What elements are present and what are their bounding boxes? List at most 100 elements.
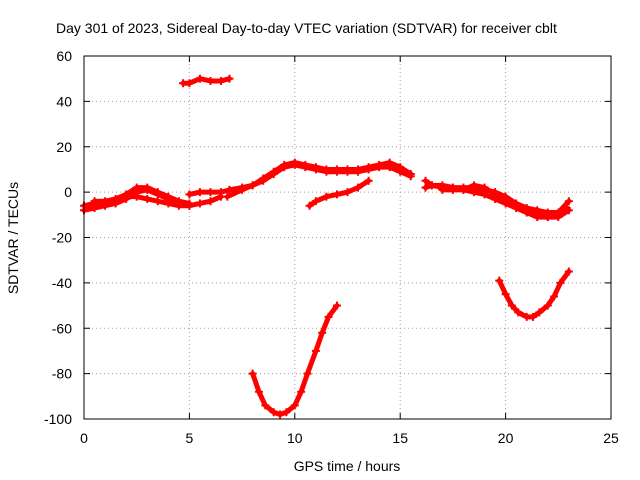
data-point xyxy=(324,312,333,321)
data-point xyxy=(318,328,327,337)
data-point xyxy=(195,199,204,208)
data-point xyxy=(153,188,162,197)
data-point xyxy=(459,185,468,194)
data-point xyxy=(554,210,563,219)
data-point xyxy=(522,208,531,217)
data-point xyxy=(185,79,194,88)
data-point xyxy=(375,160,384,169)
y-tick-label: -60 xyxy=(52,320,72,336)
data-point xyxy=(495,276,504,285)
data-point xyxy=(354,183,363,192)
data-point xyxy=(303,369,312,378)
data-point xyxy=(354,165,363,174)
data-point xyxy=(322,165,331,174)
data-point xyxy=(427,181,436,190)
data-point xyxy=(332,301,341,310)
data-point xyxy=(385,158,394,167)
x-axis-label: GPS time / hours xyxy=(294,458,401,474)
data-point xyxy=(514,308,523,317)
data-point xyxy=(185,199,194,208)
plot-frame xyxy=(83,55,612,420)
data-point xyxy=(206,76,215,85)
y-tick-label: 20 xyxy=(56,139,72,155)
data-point xyxy=(290,158,299,167)
x-tick-label: 0 xyxy=(80,430,88,446)
chart-title: Day 301 of 2023, Sidereal Day-to-day VTE… xyxy=(56,20,557,36)
data-point xyxy=(195,188,204,197)
tick-layer: 0 5 10 15 20 25 -100 -80 -60 -40 -20 0 20 40 60 xyxy=(44,48,619,446)
data-point xyxy=(297,387,306,396)
data-point xyxy=(480,190,489,199)
x-tick-label: 15 xyxy=(392,430,408,446)
data-point xyxy=(507,301,516,310)
data-point xyxy=(480,183,489,192)
data-point xyxy=(529,312,538,321)
y-tick-label: 0 xyxy=(64,184,72,200)
data-point xyxy=(533,213,542,222)
data-point xyxy=(122,190,131,199)
data-point xyxy=(448,185,457,194)
data-point xyxy=(469,181,478,190)
data-point xyxy=(101,197,110,206)
data-point xyxy=(225,74,234,83)
data-point xyxy=(261,401,270,410)
data-point xyxy=(90,197,99,206)
y-tick-label: -20 xyxy=(52,230,72,246)
data-point xyxy=(248,181,257,190)
data-point xyxy=(343,188,352,197)
data-point xyxy=(364,163,373,172)
data-point xyxy=(217,188,226,197)
x-tick-label: 5 xyxy=(186,430,194,446)
data-point xyxy=(90,204,99,213)
data-point xyxy=(535,308,544,317)
y-tick-label: -40 xyxy=(52,275,72,291)
data-point xyxy=(217,76,226,85)
data-point xyxy=(564,197,573,206)
data-point xyxy=(111,194,120,203)
data-point xyxy=(174,197,183,206)
data-point xyxy=(564,267,573,276)
data-point xyxy=(269,167,278,176)
data-point xyxy=(501,290,510,299)
data-point xyxy=(259,174,268,183)
data-point xyxy=(406,169,415,178)
data-point xyxy=(543,213,552,222)
data-point xyxy=(311,197,320,206)
series-line-arc-3 xyxy=(92,185,192,206)
y-tick-label: 40 xyxy=(56,93,72,109)
data-point xyxy=(311,163,320,172)
data-point xyxy=(322,192,331,201)
data-point xyxy=(248,369,257,378)
data-point xyxy=(343,165,352,174)
y-axis-label: SDTVAR / TECUs xyxy=(5,182,21,294)
data-point xyxy=(238,185,247,194)
data-point xyxy=(143,183,152,192)
data-point xyxy=(282,408,291,417)
data-point xyxy=(501,199,510,208)
data-point xyxy=(421,183,430,192)
data-point xyxy=(438,185,447,194)
data-point xyxy=(269,408,278,417)
data-point xyxy=(556,278,565,287)
data-point xyxy=(364,176,373,185)
data-point xyxy=(469,188,478,197)
y-tick-label: -100 xyxy=(44,411,72,427)
data-point xyxy=(195,74,204,83)
data-point xyxy=(153,197,162,206)
data-point xyxy=(185,190,194,199)
data-point xyxy=(164,192,173,201)
grid-layer xyxy=(84,56,611,419)
data-point xyxy=(225,185,234,194)
data-point xyxy=(543,301,552,310)
x-tick-label: 20 xyxy=(498,430,514,446)
data-point xyxy=(223,192,232,201)
data-point xyxy=(276,410,285,419)
data-point xyxy=(491,194,500,203)
data-point xyxy=(332,165,341,174)
data-point xyxy=(421,176,430,185)
data-point xyxy=(305,201,314,210)
data-point xyxy=(396,163,405,172)
data-point xyxy=(332,190,341,199)
x-tick-label: 10 xyxy=(287,430,303,446)
